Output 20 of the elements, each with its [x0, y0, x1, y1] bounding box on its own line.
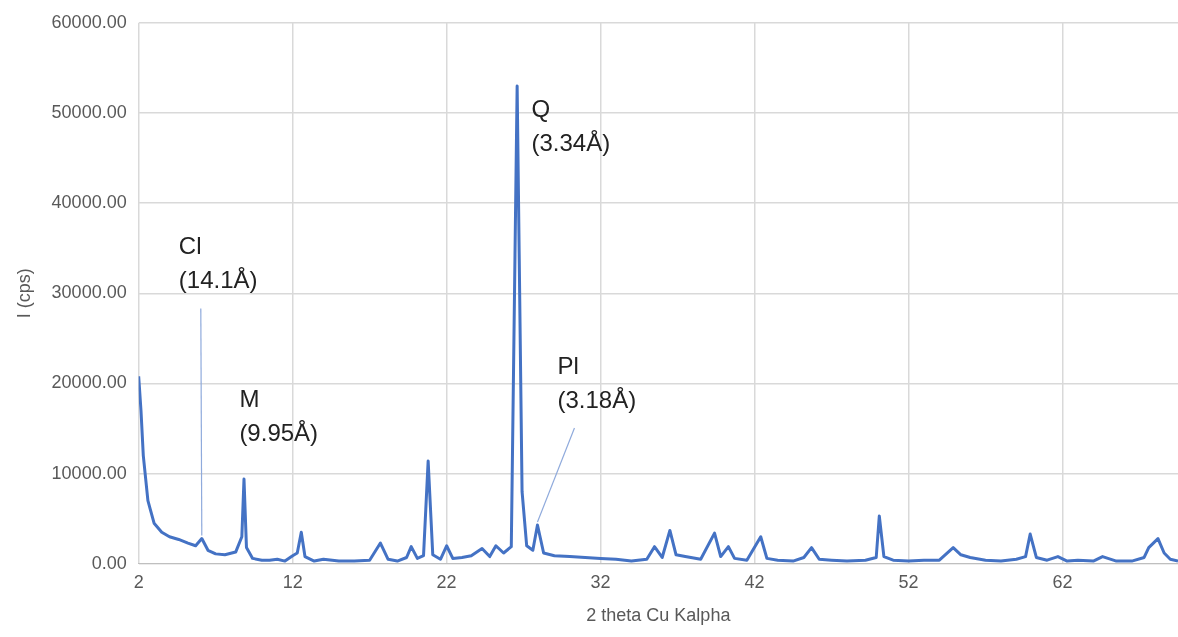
- y-tick-label: 20000.00: [51, 372, 127, 393]
- annotation: Cl (14.1Å): [178, 232, 258, 294]
- annotation: Q (3.34Å): [531, 94, 611, 156]
- y-axis-title: I (cps): [13, 268, 34, 319]
- y-tick-label: 60000.00: [51, 11, 127, 32]
- x-tick-label: 2: [133, 571, 144, 592]
- x-tick-label: 12: [282, 571, 303, 592]
- y-tick-label: 10000.00: [51, 462, 127, 483]
- y-tick-label: 30000.00: [51, 282, 127, 303]
- x-tick-label: 32: [590, 571, 611, 592]
- y-tick-label: 50000.00: [51, 101, 127, 122]
- annotation: M (9.95Å): [239, 384, 319, 446]
- x-tick-label: 42: [744, 571, 765, 592]
- x-axis-title: 2 theta Cu Kalpha: [586, 605, 732, 626]
- x-tick-label: 52: [898, 571, 919, 592]
- y-tick-label: 40000.00: [51, 192, 127, 213]
- x-tick-label: 22: [436, 571, 457, 592]
- annotation: Pl (3.18Å): [557, 351, 637, 413]
- y-tick-label: 0.00: [91, 552, 127, 573]
- x-tick-label: 62: [1052, 571, 1073, 592]
